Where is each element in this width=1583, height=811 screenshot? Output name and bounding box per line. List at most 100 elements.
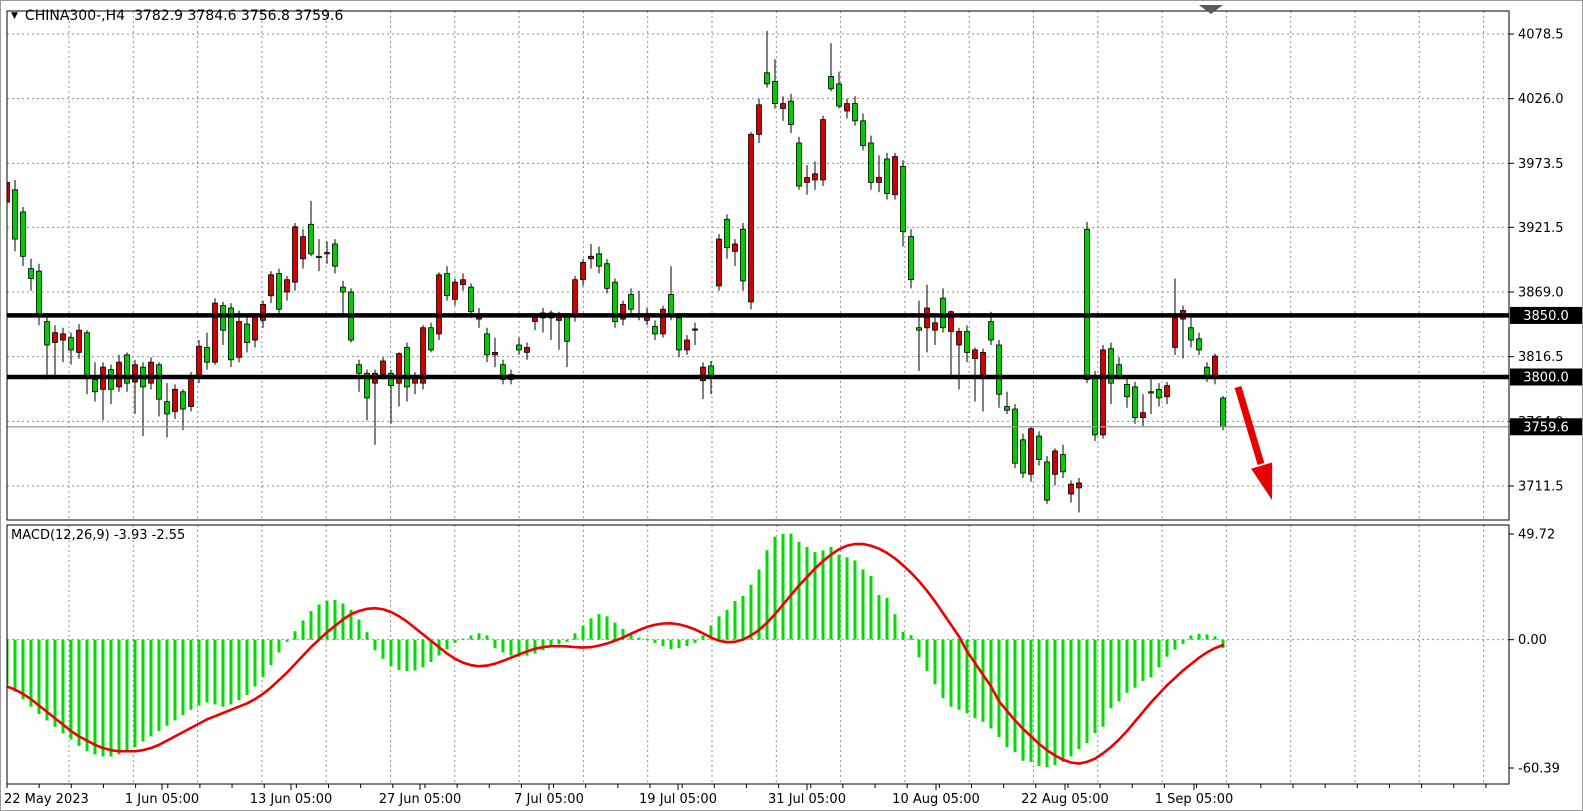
svg-text:3850.0: 3850.0 <box>1523 309 1569 324</box>
symbol-timeframe-label: CHINA300-,H4 <box>24 8 126 24</box>
candle <box>276 273 282 310</box>
time-tick-label: 10 Aug 05:00 <box>892 792 980 807</box>
candle <box>604 263 610 289</box>
candle <box>116 361 122 388</box>
candle <box>724 218 730 249</box>
symbol-dropdown-icon[interactable]: ▼ <box>11 11 18 21</box>
candle <box>700 366 706 382</box>
trend-arrow[interactable] <box>1234 385 1273 500</box>
candle <box>660 308 666 335</box>
time-tick-label: 31 Jul 05:00 <box>768 792 846 807</box>
candlestick-series <box>7 30 1226 513</box>
candle <box>772 81 778 104</box>
candle <box>492 351 498 356</box>
candle <box>92 379 98 393</box>
candle <box>812 173 818 181</box>
candle <box>124 354 130 384</box>
candle <box>428 327 434 351</box>
candle <box>172 388 178 412</box>
candle <box>820 119 826 181</box>
candle <box>900 165 906 233</box>
candle <box>36 270 42 318</box>
candle <box>836 83 842 107</box>
macd-series <box>7 533 1225 768</box>
candle <box>852 103 858 122</box>
price-axis[interactable]: 4078.54026.03973.53921.53869.03816.53764… <box>1509 28 1582 777</box>
candle <box>1188 327 1194 341</box>
candle <box>1100 349 1106 436</box>
candle <box>196 345 202 378</box>
candle <box>1132 386 1138 419</box>
price-tick-label: 4078.5 <box>1518 28 1564 43</box>
candle <box>1196 338 1202 351</box>
chart-shift-marker-icon[interactable] <box>1199 5 1223 14</box>
candle <box>516 344 522 351</box>
current-price-badge: 3759.6 <box>1510 418 1582 436</box>
time-tick-label: 19 Jul 05:00 <box>639 792 717 807</box>
candle <box>868 142 874 183</box>
candle <box>844 103 850 112</box>
candle <box>588 255 594 260</box>
candle <box>452 281 458 300</box>
price-tick-label: 4026.0 <box>1518 92 1564 107</box>
candle <box>596 253 602 267</box>
candle <box>316 255 322 258</box>
candle <box>1164 385 1170 398</box>
candle <box>188 376 194 407</box>
candle <box>212 302 218 363</box>
macd-indicator-label: MACD(12,26,9) -3.93 -2.55 <box>11 528 186 543</box>
time-tick-label: 27 Jun 05:00 <box>379 792 462 807</box>
candle <box>1060 454 1066 473</box>
candle <box>404 347 410 388</box>
candle <box>420 327 426 384</box>
candle <box>924 307 930 329</box>
price-tick-label: 3973.5 <box>1518 157 1564 172</box>
candle <box>356 364 362 374</box>
candle <box>964 331 970 353</box>
candle <box>740 228 746 282</box>
candle <box>684 339 690 351</box>
macd-signal-line <box>7 542 1225 765</box>
candle <box>340 286 346 293</box>
candle <box>204 347 210 363</box>
level-price-badge: 3850.0 <box>1510 306 1582 324</box>
candle <box>500 364 506 380</box>
time-axis[interactable]: 22 May 2023 1 Jun 05:00 13 Jun 05:00 27 Jun… <box>4 784 1487 807</box>
candle <box>164 401 170 415</box>
candle <box>1044 461 1050 501</box>
candle <box>788 100 794 125</box>
candle <box>436 274 442 335</box>
candle <box>916 327 922 331</box>
candle <box>228 307 234 361</box>
candle <box>1076 482 1082 489</box>
candle <box>708 365 714 377</box>
candle <box>332 243 338 267</box>
time-tick-label: 1 Jun 05:00 <box>125 792 199 807</box>
candle <box>956 331 962 346</box>
candle <box>220 305 226 331</box>
candle <box>652 326 658 335</box>
candle <box>972 349 978 359</box>
candle <box>108 369 114 390</box>
candle <box>1204 366 1210 377</box>
candle <box>1124 383 1130 398</box>
candle <box>268 274 274 297</box>
candle <box>132 364 138 383</box>
candle <box>716 238 722 287</box>
candle <box>1108 348 1114 384</box>
time-tick-label: 7 Jul 05:00 <box>514 792 584 807</box>
candle <box>148 361 154 384</box>
candle <box>1116 364 1122 377</box>
time-tick-label: 13 Jun 05:00 <box>250 792 333 807</box>
candle <box>156 364 162 400</box>
candle <box>444 273 450 297</box>
candle <box>1020 439 1026 474</box>
candle <box>1140 412 1146 419</box>
horizontal-level-lines[interactable] <box>7 313 1509 428</box>
candle <box>284 279 290 293</box>
candle <box>76 329 82 353</box>
candle <box>484 333 490 356</box>
candle <box>180 391 186 410</box>
